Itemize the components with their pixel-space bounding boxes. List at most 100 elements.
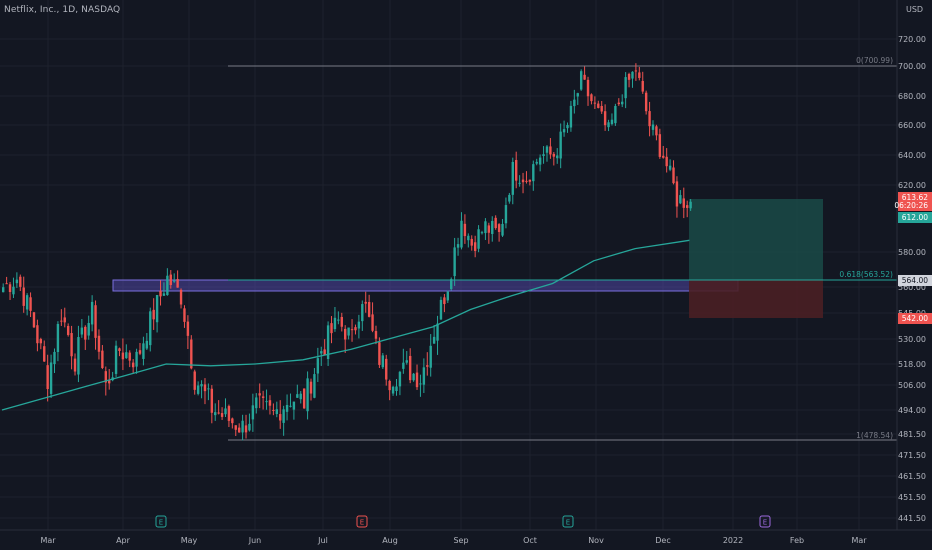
fib-label-bottom: 1(478.54) [856,431,893,440]
currency-badge[interactable]: USD [906,5,924,14]
candle-body [480,232,484,234]
price-tick-label: 530.00 [898,335,926,344]
candle-body [234,425,237,430]
candle-body [268,400,272,406]
candle-body [94,305,97,338]
candle-body [662,155,665,158]
candle-body [60,320,63,322]
candle-body [97,335,101,352]
candle-body [525,180,528,182]
candle-body [25,295,29,310]
candle-body [8,284,12,292]
candle-body [104,371,107,383]
candle-body [344,328,347,340]
price-tick-label: 451.50 [898,493,926,502]
candle-body [43,346,46,362]
candle-body [597,103,600,108]
candle-body [248,423,251,431]
candle-body [607,122,610,128]
candle-body [374,331,378,339]
candle-body [173,280,176,282]
candle-body [272,409,275,411]
time-axis[interactable]: Mar Apr May Jun Jul Aug Sep Oct Nov Dec 2022 Feb Mar [0,529,932,545]
candle-body [90,301,94,325]
candle-body [638,72,641,78]
candle-body [627,73,631,80]
candle-body [210,388,214,413]
candle-body [569,105,573,128]
fib-retracement[interactable]: 0(700.99) 0.618(563.52) 1(478.54) [228,56,897,441]
candle-body [282,409,285,423]
time-tick-label: Nov [588,536,604,545]
candle-body [53,351,56,365]
candle-body [162,293,166,296]
time-tick-label: Oct [523,536,537,545]
time-tick-label: Aug [382,536,398,545]
candle-body [456,244,460,248]
candle-body [562,129,566,133]
candle-body [36,325,39,344]
candle-body [583,74,586,80]
price-tick-label: 680.00 [898,92,926,101]
candle-body [497,224,501,232]
candle-body [214,412,217,416]
candle-body [532,164,535,182]
last-price-label: 613.62 [902,193,928,202]
candle-body [364,301,367,304]
candle-body [378,342,381,365]
time-tick-label: Mar [40,536,56,545]
price-tick-label: 471.50 [898,451,926,460]
earnings-marker-label: E [566,519,570,527]
candle-body [121,352,125,360]
earnings-marker [562,515,574,528]
candle-body [460,220,463,248]
candle-body [135,351,138,367]
candle-body [388,380,391,391]
candle-body [66,325,70,335]
candle-body [22,287,25,306]
candle-body [12,286,15,295]
candle-body [367,302,371,317]
candle-body [508,194,511,202]
candle-body [265,401,268,403]
candle-body [302,388,306,409]
fib-label-mid: 0.618(563.52) [839,270,893,279]
candle-body [5,283,8,285]
price-tick-label: 640.00 [898,151,926,160]
candle-body [610,119,614,125]
stop-zone [689,280,823,318]
stop-price-label-box [898,313,932,324]
candle-body [190,339,193,369]
candle-body [432,336,436,344]
candle-body [179,289,183,305]
candle-series [2,63,692,441]
candle-body [689,201,692,209]
candle-body [579,71,583,90]
candle-body [398,371,402,387]
candle-body [631,71,634,79]
candle-body [296,394,299,398]
candle-body [542,154,545,157]
candle-body [73,358,77,372]
candle-body [340,316,343,327]
candle-body [39,339,43,344]
candle-body [128,352,131,361]
candle-body [576,93,579,97]
candle-body [443,297,446,305]
candle-body [176,279,179,288]
time-tick-label: Mar [851,536,867,545]
candle-body [412,373,415,381]
candle-body [494,217,497,229]
candle-body [337,319,340,321]
earnings-marker [759,515,771,528]
candle-body [679,195,682,204]
candle-body [600,105,603,112]
earnings-marker [155,515,167,528]
candle-body [306,378,309,412]
candle-body [422,367,426,385]
candle-body [655,126,658,136]
candle-body [385,358,388,380]
stop-price-label: 542.00 [902,314,928,323]
